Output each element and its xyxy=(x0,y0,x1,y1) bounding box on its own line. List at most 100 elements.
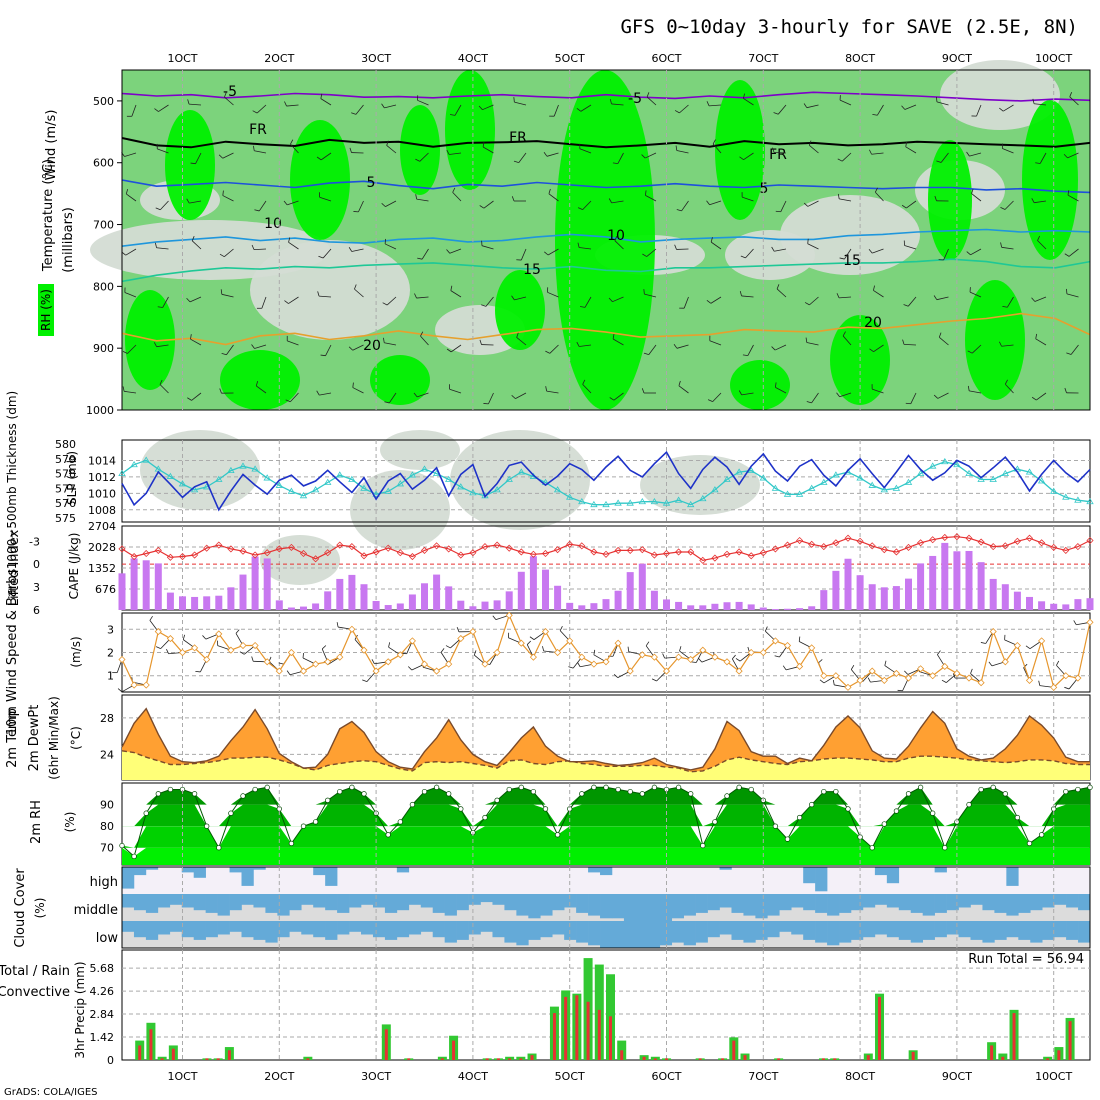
surface-wind-barb-flag xyxy=(526,640,532,645)
rh2m-point xyxy=(288,840,295,847)
x-tick-label-bottom: 3OCT xyxy=(361,1070,391,1083)
cloud-cell xyxy=(731,921,744,940)
axis-label-2m-rh: 2m RH xyxy=(29,800,44,844)
wind-barb-flag xyxy=(218,154,223,159)
wind-barb xyxy=(741,392,754,396)
axis-label-wind: Wind (m/s) xyxy=(44,110,59,181)
axis-label-2m-dewpoint: 2m DewPt xyxy=(27,705,42,772)
wind-barb xyxy=(224,248,234,258)
cape-bar xyxy=(1001,584,1009,610)
wind-barb xyxy=(190,338,202,346)
credit-text: GrADS: COLA/IGES xyxy=(4,1087,98,1098)
wind-barb xyxy=(482,104,494,111)
lifted-index-point xyxy=(1062,546,1070,555)
lifted-index-point xyxy=(723,550,731,558)
cloud-cell xyxy=(133,894,147,911)
wind-speed-point xyxy=(142,681,150,689)
wind-barb-flag xyxy=(609,99,612,105)
lifted-index-point xyxy=(433,542,441,550)
lifted-index-point xyxy=(445,545,453,553)
wind-barb xyxy=(352,344,364,351)
cloud-cell xyxy=(1006,867,1019,886)
surface-wind-barb-flag xyxy=(529,636,535,640)
wind-barb xyxy=(969,152,982,157)
wind-barb xyxy=(547,291,559,298)
wind-barb xyxy=(256,104,267,114)
thickness-point xyxy=(711,486,719,493)
cloud-cell xyxy=(145,894,159,913)
wind-barb xyxy=(579,344,592,347)
cape-bar xyxy=(1026,596,1033,610)
rh-high-area xyxy=(400,105,440,195)
cloud-cell xyxy=(755,894,768,919)
wind-barb xyxy=(319,392,332,396)
rh2m-point xyxy=(845,806,851,812)
lifted-index-point xyxy=(203,544,211,552)
surface-wind-barb-flag xyxy=(235,629,240,634)
wind-barb-flag xyxy=(478,105,483,110)
wind-barb xyxy=(1036,392,1047,401)
rh2m-point xyxy=(119,842,125,849)
thickness-point xyxy=(372,490,380,497)
cloud-cell xyxy=(839,921,852,943)
wind-barb xyxy=(582,200,592,210)
cape-bar xyxy=(179,596,186,610)
cloud-cell xyxy=(958,921,971,938)
rh2m-point xyxy=(1087,784,1093,790)
wind-barb-flag xyxy=(511,196,515,202)
thickness-point xyxy=(686,500,695,508)
cape-bar xyxy=(638,563,646,610)
wind-barb xyxy=(319,295,332,298)
rh-band-area xyxy=(122,847,1090,865)
wind-barb-flag xyxy=(582,379,586,385)
wind-barb-flag xyxy=(481,304,487,307)
wind-barb xyxy=(872,388,884,394)
wind-barb-flag xyxy=(608,198,612,204)
cloud-cell xyxy=(492,921,505,938)
wind-barb xyxy=(417,392,429,398)
wind-barb xyxy=(743,98,754,106)
wind-barb-flag xyxy=(479,339,482,345)
rh2m-point xyxy=(591,784,597,790)
wind-barb xyxy=(222,195,234,202)
lifted-index-point xyxy=(154,546,162,555)
rh2m-point xyxy=(990,784,996,790)
lifted-index-point xyxy=(275,545,283,553)
wind-speed-point xyxy=(868,667,876,675)
thickness-point xyxy=(747,466,755,474)
temp2m-tick-label: 28 xyxy=(100,712,114,725)
thickness-point xyxy=(505,475,513,482)
wind-barb-flag xyxy=(905,402,911,405)
lifted-index-point xyxy=(1074,543,1082,551)
wind-barb-flag xyxy=(157,306,163,308)
surface-wind-barb-flag xyxy=(440,648,445,653)
isotherm-label: 10 xyxy=(607,228,625,244)
lifted-index-point xyxy=(191,551,199,559)
precip-convective-bar xyxy=(721,1058,725,1060)
axis-label-temperature: Temperature (°C) xyxy=(41,159,56,272)
wind-barb-flag xyxy=(1063,154,1068,159)
cape-bar xyxy=(832,570,840,610)
cloud-cell xyxy=(719,867,732,870)
wind-barb-flag xyxy=(317,291,320,297)
thickness-point xyxy=(348,475,356,482)
wind-barb xyxy=(936,296,949,301)
wind-barb xyxy=(388,392,397,404)
cloud-cell xyxy=(122,867,135,889)
wind-barb xyxy=(253,248,267,251)
cloud-cell xyxy=(349,921,362,932)
wind-speed-point xyxy=(275,667,283,675)
lifted-index-point xyxy=(1086,536,1094,545)
lifted-index-tick-label: -3 xyxy=(29,535,40,548)
lifted-index-point xyxy=(493,541,501,549)
thickness-point xyxy=(928,462,937,469)
pressure-tick-label: 600 xyxy=(93,157,114,170)
lifted-index-tick-label: 0 xyxy=(33,558,40,571)
cape-bar xyxy=(481,601,489,610)
wind-barb xyxy=(189,103,202,106)
wind-barb xyxy=(354,288,364,298)
wind-speed-point xyxy=(1086,618,1094,626)
rh-high-area xyxy=(220,350,300,410)
cape-tick-label: 2704 xyxy=(88,520,116,533)
surface-wind-barb-flag xyxy=(988,661,993,667)
